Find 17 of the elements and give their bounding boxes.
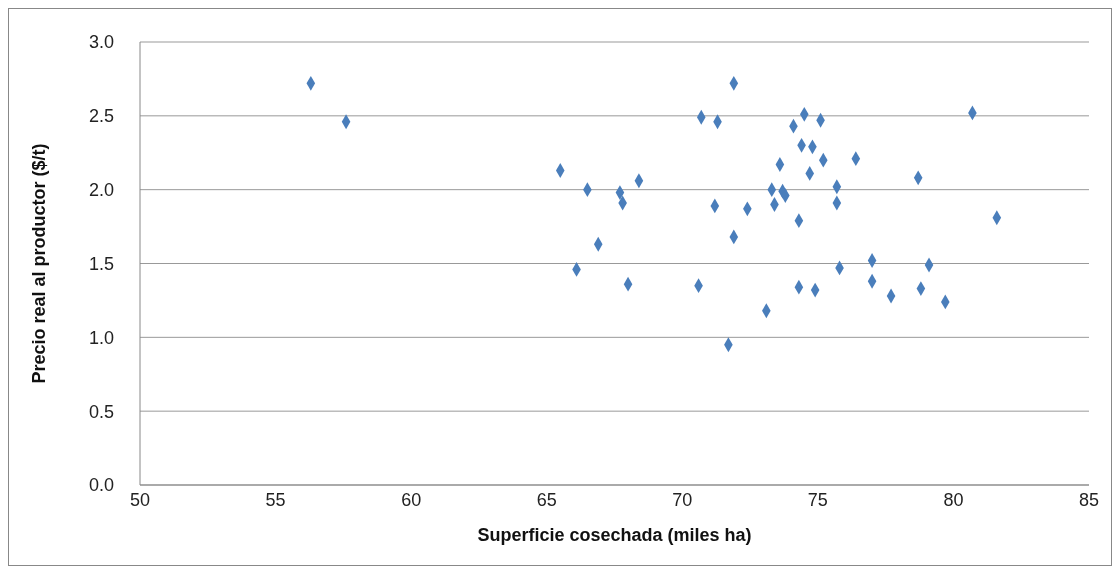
- y-tick-label: 2.5: [88, 106, 114, 127]
- x-tick-label: 50: [129, 489, 151, 510]
- y-axis-title: Precio real al productor ($/t): [29, 143, 50, 384]
- y-tick-label: 2.0: [88, 180, 114, 201]
- x-tick-label: 65: [536, 489, 557, 510]
- x-axis-title: Superficie cosechada (miles ha): [477, 525, 752, 545]
- x-tick-label: 70: [672, 489, 693, 510]
- y-tick-label: 0.0: [88, 475, 114, 496]
- y-tick-label: 1.0: [88, 327, 114, 348]
- x-tick-label: 55: [265, 489, 286, 510]
- y-tick-label: 1.5: [88, 253, 114, 274]
- x-tick-label: 60: [401, 489, 422, 510]
- x-tick-label: 80: [943, 489, 964, 510]
- y-tick-label: 3.0: [88, 32, 114, 53]
- y-tick-label: 0.5: [88, 401, 114, 422]
- x-tick-label: 85: [1078, 489, 1100, 510]
- x-tick-label: 75: [807, 489, 828, 510]
